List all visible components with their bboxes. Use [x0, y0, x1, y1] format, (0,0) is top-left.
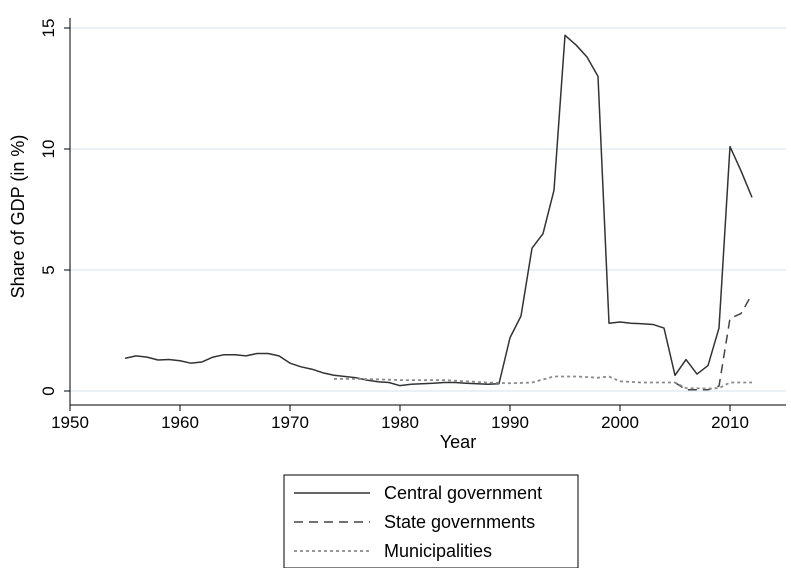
y-tick-label-0: 0: [39, 386, 58, 395]
legend-label-central-government: Central government: [384, 483, 542, 503]
x-tick-label-1950: 1950: [51, 413, 89, 432]
y-tick-label-15: 15: [39, 19, 58, 38]
x-tick-label-1960: 1960: [161, 413, 199, 432]
x-axis-title: Year: [440, 432, 476, 452]
legend-label-municipalities: Municipalities: [384, 541, 492, 561]
y-axis-title: Share of GDP (in %): [8, 135, 28, 299]
x-tick-label-2010: 2010: [711, 413, 749, 432]
legend-label-state-governments: State governments: [384, 512, 535, 532]
x-tick-label-1970: 1970: [271, 413, 309, 432]
x-tick-label-1990: 1990: [491, 413, 529, 432]
x-tick-label-2000: 2000: [601, 413, 639, 432]
x-tick-label-1980: 1980: [381, 413, 419, 432]
y-tick-label-5: 5: [39, 265, 58, 274]
y-tick-label-10: 10: [39, 140, 58, 159]
legend: Central government State governments Mun…: [284, 475, 578, 568]
